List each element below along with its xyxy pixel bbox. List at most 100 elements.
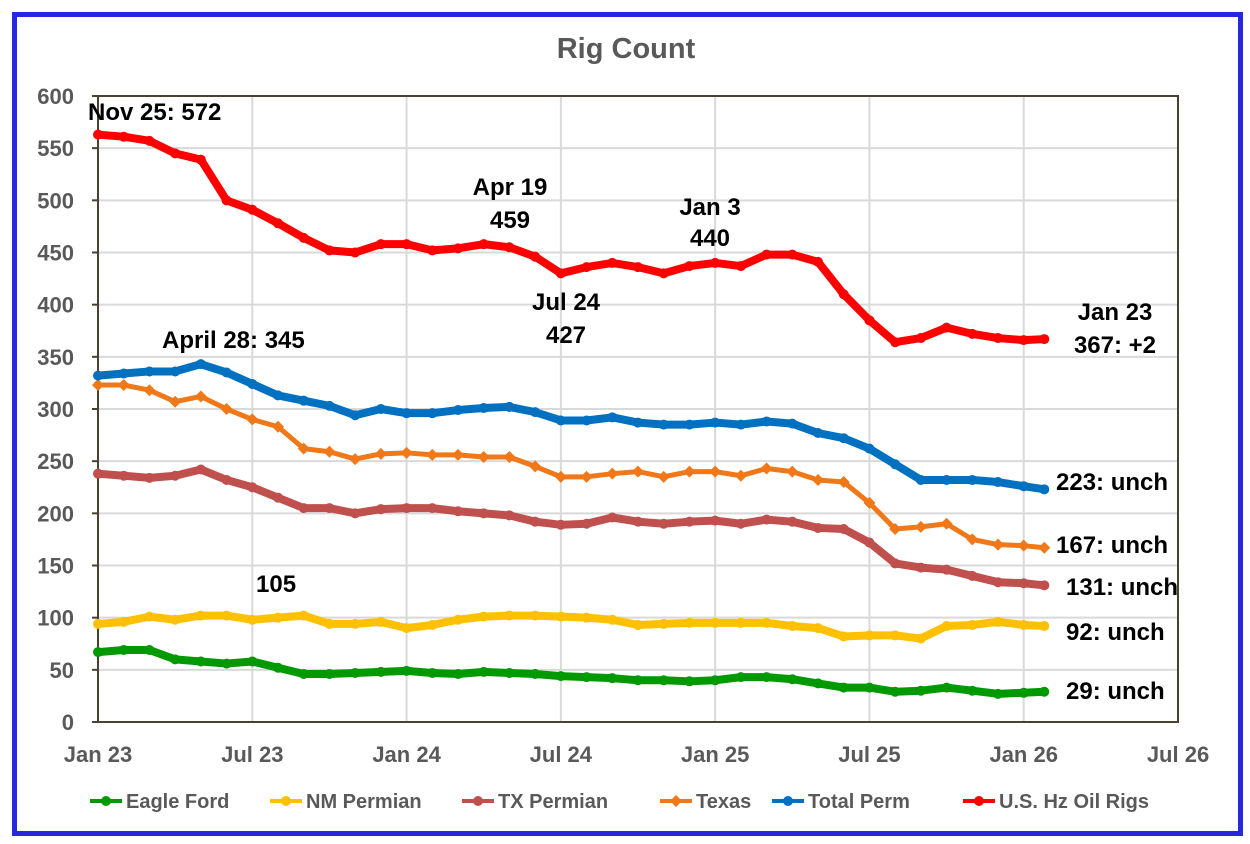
y-tick-label: 450 [37, 241, 74, 266]
annotation-tx-permian-end: 131: unch [1066, 574, 1178, 601]
data-point-total-perm [941, 474, 952, 485]
data-point-nm-permian [375, 616, 386, 627]
y-tick-label: 250 [37, 449, 74, 474]
data-point-u-s-hz-oil-rigs [247, 204, 258, 215]
data-point-u-s-hz-oil-rigs [453, 243, 463, 254]
data-point-u-s-hz-oil-rigs [838, 289, 849, 300]
data-point-u-s-hz-oil-rigs [195, 154, 206, 165]
data-point-eagle-ford [324, 669, 335, 680]
data-point-eagle-ford [221, 658, 232, 669]
data-point-eagle-ford [941, 682, 952, 693]
data-point-total-perm [1018, 481, 1029, 492]
data-point-u-s-hz-oil-rigs [375, 239, 386, 250]
data-point-tx-permian [967, 570, 978, 581]
data-point-total-perm [761, 416, 772, 427]
data-point-u-s-hz-oil-rigs [93, 129, 103, 140]
data-point-total-perm [555, 415, 566, 426]
data-point-texas [709, 465, 722, 478]
data-point-nm-permian [350, 618, 361, 629]
data-point-u-s-hz-oil-rigs [170, 148, 181, 159]
data-point-eagle-ford [838, 682, 849, 693]
data-point-eagle-ford [375, 666, 386, 677]
data-point-texas [657, 470, 670, 483]
data-point-tx-permian [427, 503, 438, 514]
legend-item: NM Permian [270, 791, 422, 813]
data-point-total-perm [221, 367, 232, 378]
data-point-texas [632, 465, 644, 478]
data-point-total-perm [838, 433, 849, 444]
data-point-tx-permian [555, 519, 566, 530]
data-point-nm-permian [864, 630, 875, 641]
data-point-texas [323, 445, 336, 458]
data-point-tx-permian [375, 504, 386, 515]
data-point-eagle-ford [864, 682, 875, 693]
data-point-eagle-ford [581, 672, 592, 683]
data-point-u-s-hz-oil-rigs [324, 245, 335, 256]
data-point-eagle-ford [761, 672, 772, 683]
annotation-jan3-value: 440 [690, 225, 730, 252]
data-point-texas [426, 448, 439, 461]
data-point-u-s-hz-oil-rigs [941, 322, 952, 333]
data-point-u-s-hz-oil-rigs [144, 135, 155, 146]
data-point-tx-permian [838, 523, 849, 534]
data-point-total-perm [195, 359, 206, 370]
data-point-nm-permian [941, 621, 952, 632]
data-point-texas [683, 465, 696, 478]
legend-item: U.S. Hz Oil Rigs [963, 791, 1149, 813]
data-point-tx-permian [478, 508, 489, 519]
data-point-tx-permian [761, 514, 772, 525]
y-tick-label: 0 [62, 710, 74, 735]
data-point-tx-permian [453, 506, 463, 517]
annotation-eagle-ford-end: 29: unch [1066, 678, 1165, 705]
data-point-texas [966, 533, 979, 546]
y-tick-label: 150 [37, 554, 74, 579]
data-point-tx-permian [864, 537, 875, 548]
data-point-total-perm [890, 459, 901, 470]
data-point-texas [220, 403, 233, 415]
data-point-total-perm [273, 390, 283, 401]
annotation-nov25: Nov 25: 572 [88, 99, 221, 126]
data-point-u-s-hz-oil-rigs [221, 195, 232, 206]
data-point-tx-permian [890, 558, 901, 569]
data-point-nm-permian [684, 617, 695, 628]
data-point-eagle-ford [813, 678, 823, 689]
data-point-nm-permian [555, 611, 566, 622]
data-point-texas [734, 469, 747, 482]
data-point-eagle-ford [144, 645, 155, 656]
data-point-total-perm [170, 366, 181, 377]
series-total-perm [93, 359, 1050, 495]
data-point-nm-permian [607, 614, 618, 625]
data-point-total-perm [375, 404, 386, 414]
data-point-u-s-hz-oil-rigs [658, 268, 669, 279]
data-point-eagle-ford [247, 656, 258, 667]
data-point-total-perm [710, 417, 721, 428]
data-point-tx-permian [195, 464, 206, 475]
x-tick-label: Jan 26 [989, 742, 1058, 767]
data-point-tx-permian [298, 503, 309, 514]
data-point-total-perm [298, 395, 309, 406]
data-point-nm-permian [813, 623, 823, 634]
y-tick-label: 300 [37, 397, 74, 422]
data-point-total-perm [658, 419, 669, 430]
data-point-eagle-ford [915, 685, 926, 696]
data-point-u-s-hz-oil-rigs [298, 232, 309, 243]
legend-label: U.S. Hz Oil Rigs [999, 791, 1149, 813]
data-point-total-perm [735, 419, 746, 430]
data-point-total-perm [427, 408, 438, 419]
data-point-nm-permian [735, 617, 746, 628]
data-point-total-perm [581, 415, 592, 426]
data-point-nm-permian [1018, 619, 1029, 630]
data-point-total-perm [864, 443, 875, 454]
data-point-texas [143, 384, 156, 397]
data-point-total-perm [453, 405, 463, 416]
data-point-nm-permian [633, 619, 643, 630]
data-point-total-perm [915, 474, 926, 485]
y-tick-label: 550 [37, 136, 74, 161]
y-tick-label: 350 [37, 345, 74, 370]
series-texas [92, 379, 1051, 554]
data-point-u-s-hz-oil-rigs [530, 251, 541, 262]
data-point-tx-permian [1018, 578, 1029, 589]
legend-label: Texas [696, 791, 751, 813]
axes: 0 50 100 150 200 250 300 350 400 450 500 550 600 Jan … [37, 84, 1209, 767]
